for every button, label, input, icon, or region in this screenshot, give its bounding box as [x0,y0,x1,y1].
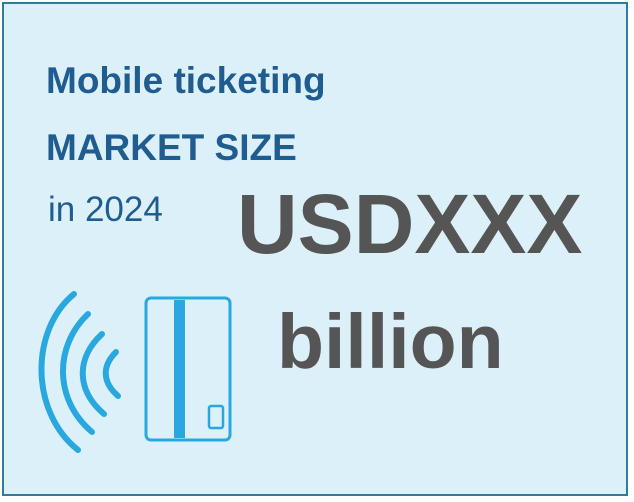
market-value: USDXXX [237,177,583,271]
market-size-card: Mobile ticketing MARKET SIZE in 2024 USD… [2,2,628,496]
market-unit: billion [277,299,504,385]
title-line-2: MARKET SIZE [46,127,297,168]
year-label: in 2024 [48,190,163,229]
contactless-card-icon [38,291,232,453]
title-line-1: Mobile ticketing [46,60,326,101]
